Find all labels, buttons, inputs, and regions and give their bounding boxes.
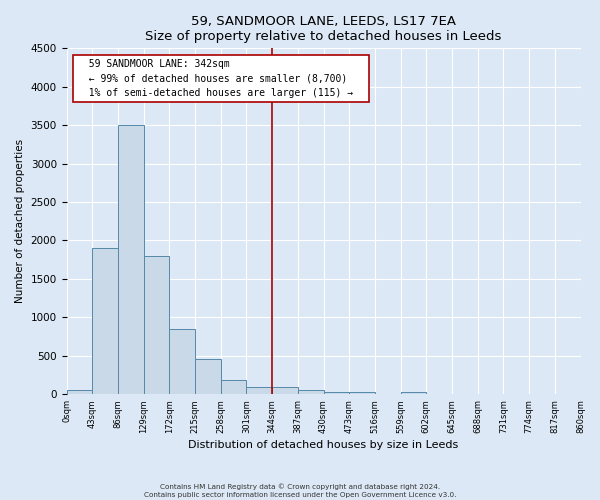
- Text: Contains HM Land Registry data © Crown copyright and database right 2024.
Contai: Contains HM Land Registry data © Crown c…: [144, 484, 456, 498]
- X-axis label: Distribution of detached houses by size in Leeds: Distribution of detached houses by size …: [188, 440, 458, 450]
- Bar: [221, 380, 247, 394]
- Bar: [143, 256, 169, 394]
- Bar: [118, 125, 143, 394]
- Bar: [67, 390, 92, 394]
- Bar: [92, 248, 118, 394]
- Title: 59, SANDMOOR LANE, LEEDS, LS17 7EA
Size of property relative to detached houses : 59, SANDMOOR LANE, LEEDS, LS17 7EA Size …: [145, 15, 502, 43]
- Text: 59 SANDMOOR LANE: 342sqm  
  ← 99% of detached houses are smaller (8,700)  
  1%: 59 SANDMOOR LANE: 342sqm ← 99% of detach…: [77, 58, 365, 98]
- Bar: [169, 329, 195, 394]
- Bar: [323, 392, 349, 394]
- Bar: [349, 392, 375, 394]
- Bar: [247, 388, 272, 394]
- Bar: [401, 392, 427, 394]
- Bar: [195, 359, 221, 394]
- Bar: [272, 388, 298, 394]
- Y-axis label: Number of detached properties: Number of detached properties: [15, 139, 25, 304]
- Bar: [298, 390, 323, 394]
